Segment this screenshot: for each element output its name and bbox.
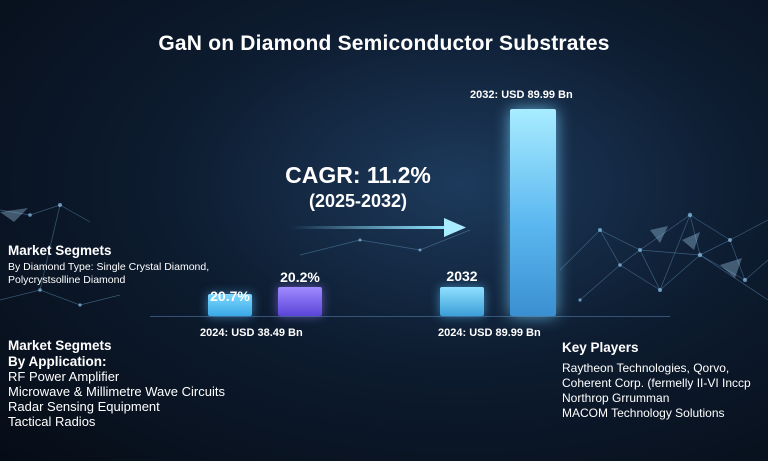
bar-single-crystal bbox=[208, 294, 252, 316]
key-player-item: MACOM Technology Solutions bbox=[562, 406, 725, 420]
application-segments-panel: Market Segmets By Application: RF Power … bbox=[8, 338, 288, 429]
chart-1-base-label: 2024: USD 38.49 Bn bbox=[200, 327, 303, 339]
application-item: Radar Sensing Equipment bbox=[8, 399, 160, 414]
application-segments-subheading: By Application: bbox=[8, 354, 107, 369]
application-segments-heading: Market Segmets bbox=[8, 338, 112, 353]
bar-2032 bbox=[510, 109, 556, 316]
diamond-segments-line-2: Polycrystsolline Diamond bbox=[8, 274, 126, 286]
bar-label-2024: 2032 bbox=[446, 268, 478, 284]
bar-label-single-crystal: 20.7% bbox=[210, 288, 250, 304]
bar-label-2032: 2032: USD 89.99 Bn bbox=[470, 89, 573, 101]
chart-2-base-label: 2024: USD 89.99 Bn bbox=[438, 327, 541, 339]
chart-title: GaN on Diamond Semiconductor Substrates bbox=[158, 32, 610, 55]
diamond-segments-line-1: By Diamond Type: Single Crystal Diamond, bbox=[8, 261, 210, 273]
application-item: Tactical Radios bbox=[8, 414, 96, 429]
key-players-heading: Key Players bbox=[562, 340, 639, 355]
key-player-item: Raytheon Technologies, Qorvo, bbox=[562, 361, 730, 375]
application-item: RF Power Amplifier bbox=[8, 369, 120, 384]
diamond-segments-panel: Market Segmets By Diamond Type: Single C… bbox=[8, 243, 268, 287]
bar-label-polycrystalline: 20.2% bbox=[280, 269, 320, 285]
key-players-panel: Key Players Raytheon Technologies, Qorvo… bbox=[562, 340, 768, 421]
bar-2024 bbox=[440, 287, 484, 316]
key-player-item: Coherent Corp. (fermelly II-VI Inccp bbox=[562, 376, 751, 390]
application-item: Microwave & Millimetre Wave Circuits bbox=[8, 384, 225, 399]
cagr-rate: CAGR: 11.2% bbox=[285, 162, 431, 188]
cagr-period: (2025-2032) bbox=[308, 191, 408, 211]
bar-polycrystalline bbox=[278, 287, 322, 316]
cagr-arrow-icon bbox=[290, 218, 466, 237]
diamond-segments-heading: Market Segmets bbox=[8, 243, 112, 258]
key-player-item: Northrop Grrumman bbox=[562, 391, 670, 405]
